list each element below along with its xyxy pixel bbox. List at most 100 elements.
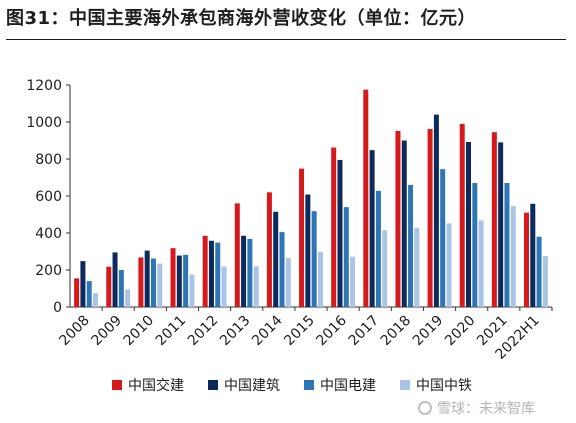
bar-中国交建-2014 xyxy=(266,192,272,307)
legend-label-series-3: 中国电建 xyxy=(320,378,376,394)
chart-title: 图31：中国主要海外承包商海外营收变化（单位：亿元） xyxy=(6,8,477,29)
bar-中国建筑-2015 xyxy=(305,194,311,307)
bar-中国建筑-2014 xyxy=(273,211,279,307)
bar-中国交建-2011 xyxy=(170,248,176,307)
bar-中国中铁-2017 xyxy=(382,230,388,307)
bar-中国中铁-2011 xyxy=(189,274,195,307)
bar-中国建筑-2010 xyxy=(144,250,150,307)
legend-item-series-3: 中国电建 xyxy=(304,375,376,395)
watermark: 雪球：未来智库 xyxy=(418,398,568,418)
x-tick-label: 2011 xyxy=(153,313,190,350)
title-divider xyxy=(6,39,566,40)
bar-中国中铁-2010 xyxy=(157,263,163,307)
x-tick-label: 2018 xyxy=(378,313,415,350)
legend-item-series-1: 中国交建 xyxy=(112,375,184,395)
x-tick-label: 2020 xyxy=(442,313,479,350)
bar-中国中铁-2012 xyxy=(221,266,227,307)
bar-中国电建-2015 xyxy=(311,211,317,307)
bar-中国建筑-2011 xyxy=(176,255,182,307)
bar-中国建筑-2017 xyxy=(369,150,375,307)
bar-中国建筑-2018 xyxy=(401,140,407,307)
x-tick-label: 2016 xyxy=(313,312,350,349)
bar-中国交建-2008 xyxy=(74,278,80,307)
bar-中国电建-2008 xyxy=(86,281,92,307)
bar-中国电建-2009 xyxy=(118,270,124,307)
bar-中国电建-2020 xyxy=(472,183,478,307)
bar-中国建筑-2016 xyxy=(337,159,343,307)
bar-中国交建-2012 xyxy=(202,235,208,307)
legend: 中国交建 中国建筑 中国电建 中国中铁 xyxy=(112,376,552,394)
bar-中国交建-2010 xyxy=(138,257,144,307)
bar-中国电建-2017 xyxy=(375,190,381,307)
bar-中国交建-2021 xyxy=(491,132,497,307)
legend-label-series-1: 中国交建 xyxy=(128,378,184,394)
bar-中国建筑-2013 xyxy=(241,235,247,307)
bar-中国建筑-2009 xyxy=(112,252,118,307)
bar-中国中铁-2016 xyxy=(350,256,356,307)
bar-中国交建-2017 xyxy=(363,89,369,307)
x-axis: 2008200920102011201220132014201520162017… xyxy=(56,306,553,363)
bar-中国中铁-2019 xyxy=(446,223,452,307)
bar-中国建筑-2008 xyxy=(80,261,86,307)
y-tick-label: 0 xyxy=(53,300,62,316)
bar-中国交建-2020 xyxy=(459,123,465,307)
legend-swatch-series-4 xyxy=(400,380,410,390)
bar-中国电建-2010 xyxy=(150,258,156,307)
x-tick-label: 2014 xyxy=(249,312,286,349)
bar-中国建筑-2021 xyxy=(498,142,504,307)
legend-swatch-series-1 xyxy=(112,380,122,390)
bar-中国中铁-2018 xyxy=(414,227,420,307)
bar-中国电建-2014 xyxy=(279,232,285,307)
legend-swatch-series-2 xyxy=(208,380,218,390)
legend-swatch-series-3 xyxy=(304,380,314,390)
watermark-text: 雪球：未来智库 xyxy=(437,401,535,417)
x-tick-label: 2013 xyxy=(217,313,254,350)
x-tick-label: 2010 xyxy=(121,313,158,350)
bar-中国中铁-2022H1 xyxy=(542,256,548,307)
bar-中国中铁-2020 xyxy=(478,220,484,307)
bar-中国中铁-2014 xyxy=(285,257,291,307)
bar-中国建筑-2019 xyxy=(433,114,439,307)
bar-中国建筑-2022H1 xyxy=(530,203,536,307)
x-tick-label: 2015 xyxy=(281,313,318,350)
bar-中国中铁-2009 xyxy=(125,289,131,307)
legend-item-series-2: 中国建筑 xyxy=(208,375,280,395)
x-tick-label: 2008 xyxy=(56,313,93,350)
y-tick-label: 200 xyxy=(35,263,62,279)
bar-中国电建-2011 xyxy=(183,254,189,307)
y-tick-label: 1000 xyxy=(26,115,62,131)
bar-中国建筑-2012 xyxy=(208,240,214,307)
bar-中国建筑-2020 xyxy=(466,141,472,307)
bar-中国中铁-2013 xyxy=(253,266,259,307)
bar-中国交建-2019 xyxy=(427,129,433,307)
bar-中国交建-2022H1 xyxy=(523,212,529,307)
y-tick-label: 800 xyxy=(35,152,62,168)
y-tick-label: 1200 xyxy=(26,78,62,94)
bar-中国电建-2022H1 xyxy=(536,236,542,307)
y-tick-label: 600 xyxy=(35,189,62,205)
snowball-logo-icon xyxy=(418,401,432,415)
bar-中国中铁-2008 xyxy=(93,293,99,307)
legend-label-series-4: 中国中铁 xyxy=(416,378,472,394)
x-tick-label: 2012 xyxy=(185,313,222,350)
bar-中国中铁-2021 xyxy=(510,206,516,307)
legend-label-series-2: 中国建筑 xyxy=(224,378,280,394)
y-axis: 0 200 400 600 800 1000 1200 xyxy=(26,78,71,316)
x-tick-label: 2009 xyxy=(89,313,126,350)
bar-中国交建-2015 xyxy=(299,168,305,307)
bar-中国交建-2009 xyxy=(106,266,112,307)
legend-item-series-4: 中国中铁 xyxy=(400,375,472,395)
bar-中国电建-2019 xyxy=(440,169,446,307)
y-tick-label: 400 xyxy=(35,226,62,242)
bar-中国电建-2018 xyxy=(408,184,414,307)
bar-中国电建-2012 xyxy=(215,242,221,307)
bar-中国交建-2016 xyxy=(331,147,337,307)
x-tick-label: 2019 xyxy=(410,313,447,350)
x-tick-label: 2017 xyxy=(346,313,383,350)
bar-中国交建-2018 xyxy=(395,130,401,307)
bar-中国电建-2013 xyxy=(247,238,253,307)
bar-中国交建-2013 xyxy=(234,203,240,307)
bars-group xyxy=(74,89,548,307)
bar-中国电建-2016 xyxy=(343,207,349,307)
